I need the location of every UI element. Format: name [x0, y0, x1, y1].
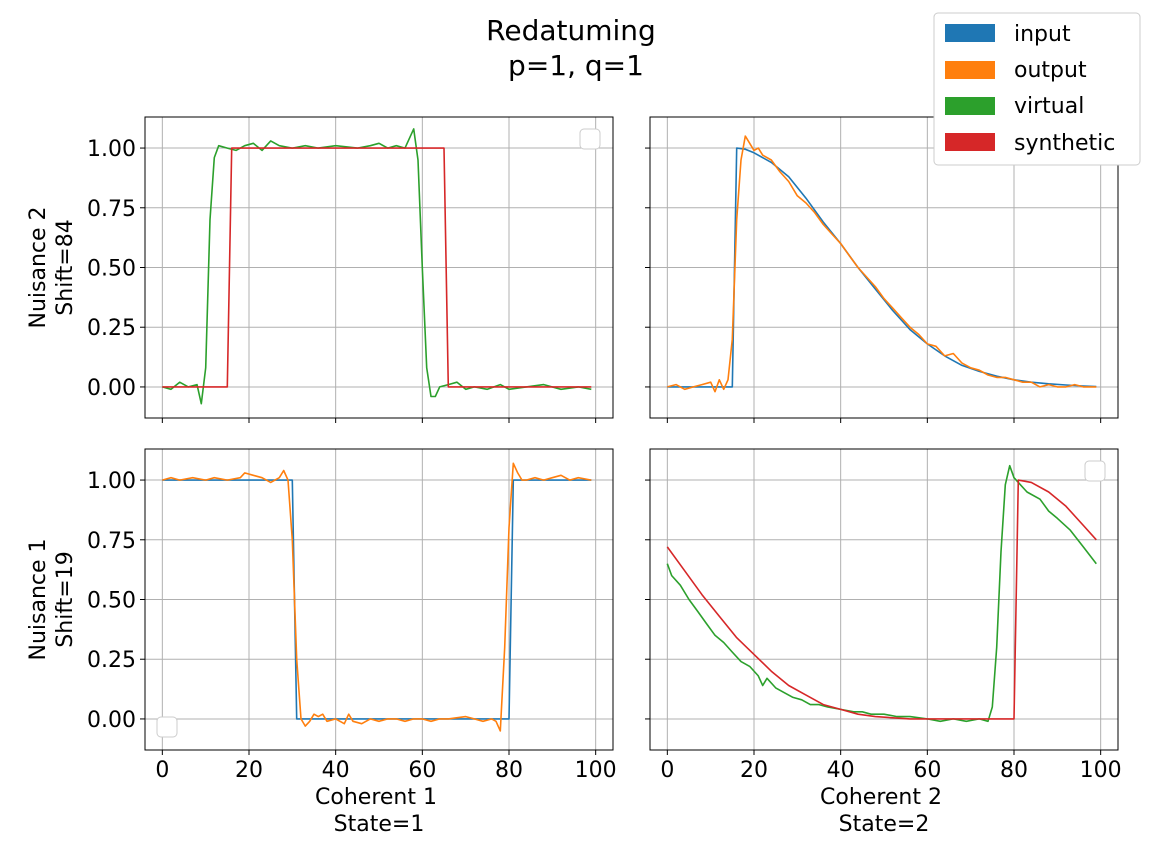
- y-tick-label: 0.00: [87, 708, 136, 733]
- y-tick-label: 0.50: [87, 589, 136, 614]
- empty-legend-box: [579, 128, 601, 150]
- subplot-r0-c0: 0.00 0.25 0.50 0.75 1.00 Nuisance 2 Shift=84: [26, 116, 614, 423]
- x-tick-label: 80: [495, 758, 523, 783]
- x-tick-label: 80: [1000, 758, 1028, 783]
- y-tick-label: 0.25: [87, 648, 136, 673]
- legend-swatch-input: [945, 24, 995, 42]
- x-tick-label: 60: [913, 758, 941, 783]
- figure-title-line2: p=1, q=1: [508, 49, 644, 82]
- y-tick-label: 0.00: [87, 376, 136, 401]
- legend-label-synthetic: synthetic: [1014, 131, 1115, 156]
- x-tick-label: 20: [740, 758, 768, 783]
- legend-swatch-virtual: [945, 97, 995, 115]
- series-line-synthetic: [162, 147, 592, 388]
- series-line-virtual: [162, 128, 592, 405]
- x-tick-label: 20: [235, 758, 263, 783]
- series-line-synthetic: [666, 479, 1097, 720]
- series-line-virtual: [666, 464, 1097, 723]
- x-tick-label: 0: [155, 758, 169, 783]
- empty-legend-box: [156, 716, 178, 738]
- x-tick-label: 40: [827, 758, 855, 783]
- x-tick-label: 100: [1080, 758, 1122, 783]
- y-tick-label: 1.00: [87, 469, 136, 494]
- legend-label-virtual: virtual: [1014, 94, 1084, 119]
- row-label-line2: Shift=19: [53, 551, 78, 647]
- y-tick-label: 0.50: [87, 257, 136, 282]
- col-label-line2: State=2: [839, 812, 930, 837]
- figure-title-line1: Redatuming: [486, 14, 656, 47]
- subplot-r1-c0: 0 20 40 60 80 100 0.00 0.25 0.50 0.75 1.00 Nuisance…: [26, 448, 617, 837]
- legend: input output virtual synthetic: [933, 12, 1141, 166]
- y-tick-label: 0.75: [87, 529, 136, 554]
- legend-frame: [933, 12, 1141, 166]
- y-tick-label: 1.00: [87, 137, 136, 162]
- subplot-r0-c1: [645, 116, 1119, 423]
- x-tick-label: 0: [660, 758, 674, 783]
- legend-label-output: output: [1014, 58, 1087, 83]
- row-label-line1: Nuisance 1: [26, 538, 51, 660]
- col-label-line1: Coherent 2: [820, 785, 942, 810]
- row-label-line2: Shift=84: [53, 219, 78, 315]
- legend-swatch-output: [945, 61, 995, 79]
- empty-legend-box: [1084, 460, 1106, 482]
- legend-swatch-synthetic: [945, 133, 995, 151]
- row-label-line1: Nuisance 2: [26, 206, 51, 328]
- series-line-output: [162, 462, 592, 732]
- x-tick-label: 100: [575, 758, 617, 783]
- x-tick-label: 60: [408, 758, 436, 783]
- subplot-grid: 0.00 0.25 0.50 0.75 1.00 Nuisance 2 Shift=84 0 2…: [26, 116, 1122, 837]
- y-tick-label: 0.25: [87, 316, 136, 341]
- series-line-output: [667, 135, 1097, 393]
- col-label-line2: State=1: [334, 812, 425, 837]
- y-tick-label: 0.75: [87, 197, 136, 222]
- legend-label-input: input: [1014, 22, 1071, 47]
- col-label-line1: Coherent 1: [315, 785, 437, 810]
- x-tick-label: 40: [322, 758, 350, 783]
